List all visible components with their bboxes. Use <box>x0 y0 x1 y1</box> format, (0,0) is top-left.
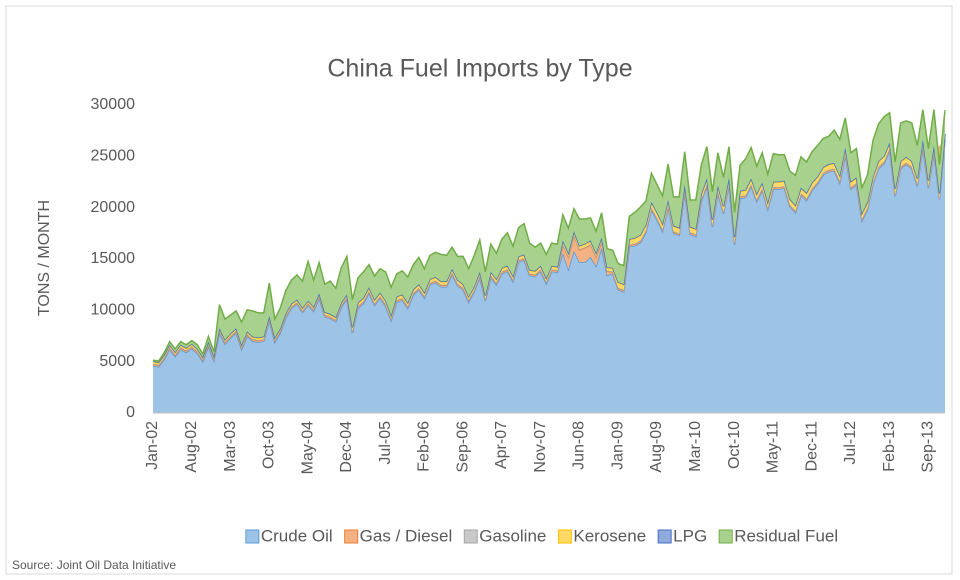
x-tick-label: Dec-04 <box>338 421 355 473</box>
legend-label: Kerosene <box>573 526 646 545</box>
legend-swatch <box>463 529 478 544</box>
legend-swatch <box>245 529 260 544</box>
x-tick-label: Sep-13 <box>920 421 937 473</box>
x-tick-label: Jun-08 <box>571 421 588 470</box>
x-tick-label: May-04 <box>299 421 316 474</box>
y-tick-label: 15000 <box>91 250 136 267</box>
source-note: Source: Joint Oil Data Initiative <box>12 558 176 572</box>
x-tick-label: May-11 <box>765 421 782 473</box>
legend-swatch <box>557 529 572 544</box>
x-tick-label: Feb-13 <box>881 421 898 472</box>
x-tick-label: Mar-03 <box>222 421 239 472</box>
legend-label: Crude Oil <box>261 526 333 545</box>
y-axis-title: TONS / MONTH <box>36 200 53 316</box>
y-tick-label: 5000 <box>99 353 135 370</box>
area-edge <box>152 109 946 362</box>
y-tick-label: 20000 <box>91 199 136 216</box>
area <box>153 134 945 365</box>
x-tick-label: Jul-12 <box>842 421 859 465</box>
legend-swatch <box>344 529 359 544</box>
x-tick-label: Jan-02 <box>144 421 161 470</box>
legend-label: Residual Fuel <box>734 526 838 545</box>
x-tick-label: Aug-02 <box>183 421 200 473</box>
legend-swatch <box>657 529 672 544</box>
x-tick-label: Jan-09 <box>609 421 626 470</box>
legend-label: Gasoline <box>479 526 546 545</box>
x-tick-label: Aug-09 <box>648 421 665 473</box>
x-tick-label: Apr-07 <box>493 421 510 469</box>
area <box>153 109 945 363</box>
x-tick-label: Mar-10 <box>687 421 704 472</box>
x-tick-label: Jul-05 <box>377 421 394 465</box>
chart-title: China Fuel Imports by Type <box>327 55 632 83</box>
legend: Crude Oil Gas / Diesel Gasoline Kerosene LPG… <box>245 526 838 545</box>
area <box>153 139 945 413</box>
x-tick-label: Nov-07 <box>532 421 549 473</box>
y-tick-label: 25000 <box>91 148 136 165</box>
y-tick-label: 0 <box>126 404 135 421</box>
x-tick-label: Dec-11 <box>803 421 820 471</box>
legend-label: LPG <box>673 526 707 545</box>
y-tick-label: 10000 <box>91 302 136 319</box>
x-tick-label: Feb-06 <box>416 421 433 472</box>
x-tick-label: Oct-10 <box>726 421 743 469</box>
y-tick-label: 30000 <box>91 96 136 113</box>
legend-swatch <box>718 529 733 544</box>
x-tick-label: Sep-06 <box>454 421 471 473</box>
legend-label: Gas / Diesel <box>360 526 453 545</box>
x-tick-label: Oct-03 <box>261 421 278 469</box>
